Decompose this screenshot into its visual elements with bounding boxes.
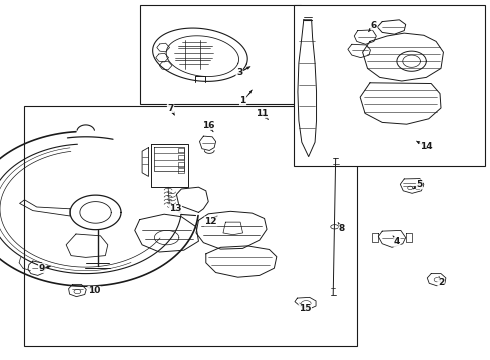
Text: 8: 8 (339, 224, 345, 233)
Text: 16: 16 (202, 121, 215, 130)
Bar (294, 5, 485, 166)
Text: 6: 6 (371, 21, 377, 30)
Text: 7: 7 (167, 104, 174, 112)
Bar (24, 106, 357, 346)
Text: 1: 1 (240, 96, 245, 105)
Bar (140, 5, 301, 104)
Text: 2: 2 (438, 278, 444, 287)
Text: 4: 4 (393, 238, 400, 246)
Text: 9: 9 (38, 264, 45, 273)
Text: 13: 13 (169, 204, 182, 213)
Text: 11: 11 (256, 109, 269, 118)
Text: 15: 15 (299, 304, 312, 313)
Text: 3: 3 (236, 68, 242, 77)
Text: 10: 10 (88, 287, 100, 295)
Text: 14: 14 (420, 143, 433, 152)
Text: 5: 5 (416, 180, 422, 189)
Text: 12: 12 (204, 217, 217, 226)
